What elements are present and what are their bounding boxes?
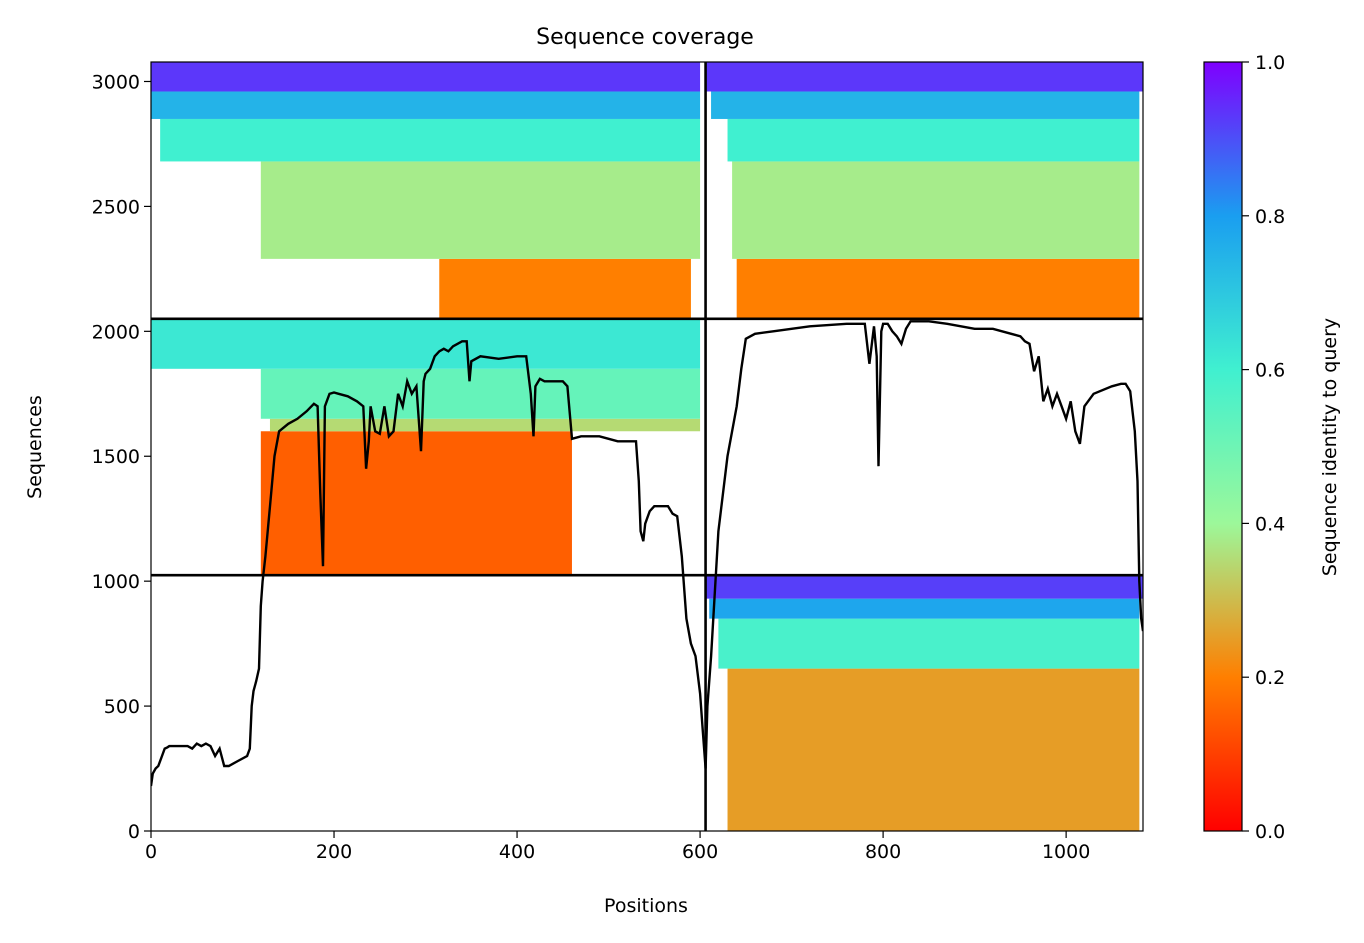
plot-area (151, 62, 1143, 831)
coverage-band-2-2 (260, 368, 701, 419)
colorbar-ticks: 0.0 0.2 0.4 0.6 0.8 1.0 (1242, 52, 1285, 843)
y-tick-label-5: 2500 (92, 196, 140, 218)
coverage-band-2-3 (151, 318, 701, 369)
y-tick-label-3: 1500 (92, 446, 140, 468)
plot-frame (150, 61, 1144, 832)
coverage-band-3-3 (705, 575, 1143, 599)
chart-title: Sequence coverage (536, 25, 754, 50)
colorbar-tick-label-5: 1.0 (1255, 52, 1285, 74)
y-tick-label-0: 0 (128, 821, 140, 843)
coverage-line (151, 320, 1143, 787)
coverage-band-0-2 (160, 118, 701, 162)
coverage-band-1-4 (705, 62, 1143, 92)
x-tick-label-5: 1000 (1042, 841, 1090, 863)
y-axis-ticks: 0 500 1000 1500 2000 2500 3000 (92, 71, 151, 843)
x-tick-label-0: 0 (145, 841, 157, 863)
x-tick-label-3: 600 (682, 841, 718, 863)
x-axis-ticks: 0 200 400 600 800 1000 (145, 831, 1090, 863)
colorbar-tick-label-2: 0.4 (1255, 513, 1285, 535)
domain-boundaries (151, 62, 1143, 831)
x-axis-label: Positions (604, 895, 688, 917)
colorbar-tick-label-4: 0.8 (1255, 206, 1285, 228)
colorbar-tick-label-0: 0.0 (1255, 821, 1285, 843)
y-tick-label-6: 3000 (92, 71, 140, 93)
coverage-band-0-1 (260, 161, 701, 259)
x-tick-label-4: 800 (865, 841, 901, 863)
coverage-blocks (151, 62, 1143, 831)
coverage-band-1-2 (727, 118, 1140, 162)
colorbar-tick-label-3: 0.6 (1255, 360, 1285, 382)
y-tick-label-1: 500 (104, 696, 140, 718)
coverage-band-0-4 (151, 62, 701, 92)
colorbar-tick-label-1: 0.2 (1255, 667, 1285, 689)
colorbar-label: Sequence identity to query (1319, 318, 1341, 576)
coverage-band-3-0 (727, 668, 1140, 831)
y-axis-label: Sequences (24, 395, 46, 499)
x-tick-label-1: 200 (316, 841, 352, 863)
coverage-band-1-3 (711, 91, 1140, 119)
coverage-band-1-0 (736, 258, 1140, 319)
y-tick-label-4: 2000 (92, 321, 140, 343)
coverage-band-1-1 (732, 161, 1140, 259)
colorbar (1203, 61, 1243, 832)
x-tick-label-2: 400 (499, 841, 535, 863)
coverage-band-2-0 (260, 431, 572, 576)
y-tick-label-2: 1000 (92, 571, 140, 593)
coverage-band-0-0 (439, 258, 691, 319)
coverage-band-3-2 (709, 598, 1140, 619)
coverage-band-2-1 (269, 418, 701, 432)
coverage-band-0-3 (151, 91, 701, 119)
coverage-band-3-1 (718, 618, 1140, 669)
